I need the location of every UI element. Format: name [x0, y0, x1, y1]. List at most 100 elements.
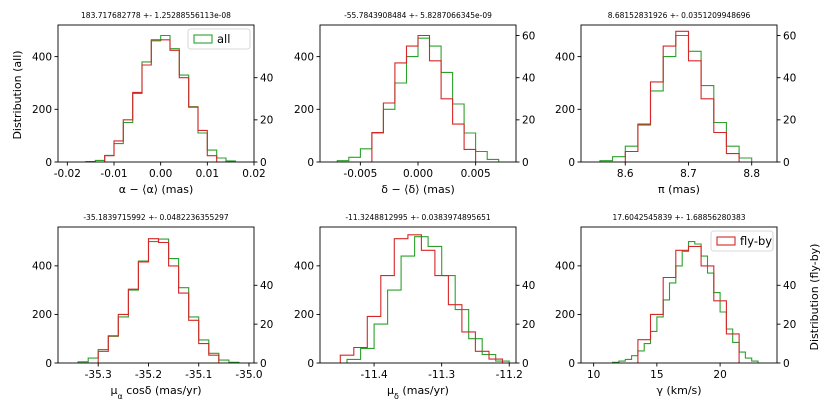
y-right-tick-label: 40	[783, 72, 796, 84]
x-tick-label: -35.2	[135, 369, 162, 381]
panel-title: 17.6042545839 +- 1.68856280383	[612, 213, 745, 222]
y-right-tick-label: 0	[522, 157, 529, 169]
y-right-tick-label: 60	[783, 30, 796, 42]
x-tick-label: -11.4	[360, 369, 387, 381]
y-left-tick-label: 0	[568, 157, 575, 169]
histogram-flyby-series	[637, 245, 740, 363]
axes-frame	[57, 226, 255, 364]
y-left-tick-label: 200	[294, 104, 314, 116]
y-left-tick-label: 400	[32, 51, 52, 63]
histogram-flyby-series	[371, 34, 477, 162]
y-right-tick-label: 20	[522, 115, 535, 127]
y-left-tick-label: 0	[307, 157, 314, 169]
right-y-axis-label: Distribution (fly-by)	[808, 244, 821, 351]
y-left-tick-label: 0	[307, 358, 314, 370]
x-tick-label: 10	[587, 369, 600, 381]
x-tick-label: -0.005	[343, 168, 377, 180]
legend-swatch	[716, 236, 736, 246]
y-right-tick-label: 20	[260, 115, 273, 127]
histogram-all-series	[77, 238, 240, 363]
panel-title: -35.1839715992 +- 0.0482236355297	[83, 213, 229, 222]
y-right-tick-label: 60	[522, 30, 535, 42]
axes-frame	[580, 24, 778, 163]
legend-box	[710, 230, 774, 252]
y-right-tick-label: 40	[522, 72, 535, 84]
x-axis-label: γ (km/s)	[656, 384, 701, 397]
x-tick-label: -11.3	[428, 369, 455, 381]
histogram-all-series	[336, 37, 500, 162]
histogram-flyby-series	[104, 39, 218, 162]
x-tick-label: 8.6	[617, 168, 634, 180]
x-tick-label: 8.7	[680, 168, 697, 180]
legend-box	[187, 28, 251, 50]
y-left-tick-label: 400	[294, 261, 314, 273]
histogram-flyby-series	[339, 234, 504, 363]
x-tick-label: -11.2	[496, 369, 523, 381]
chart-panel-3: 8.6 8.7 8.8 0 200 400 0 20 40 60 8.68152831926 +- …	[555, 11, 796, 196]
right-y-axis-label-group: Distribution (fly-by)	[808, 244, 821, 351]
x-tick-label: -0.01	[100, 168, 127, 180]
y-left-tick-label: 200	[555, 104, 575, 116]
axes-frame	[57, 24, 255, 163]
x-tick-label: -35.0	[235, 369, 262, 381]
y-left-tick-label: 400	[555, 261, 575, 273]
panel-title: 183.717682778 +- 1.25288556113e-08	[81, 11, 231, 20]
y-left-tick-label: 400	[32, 261, 52, 273]
histogram-flyby-series	[624, 30, 740, 162]
y-left-tick-label: 0	[45, 157, 52, 169]
x-tick-label: 0.02	[242, 168, 265, 180]
y-right-tick-label: 0	[522, 358, 529, 370]
x-tick-label: 8.8	[743, 168, 760, 180]
y-right-tick-label: 0	[260, 157, 267, 169]
left-y-axis-label: Distribution (all)	[11, 50, 24, 139]
x-axis-label: π (mas)	[658, 183, 700, 196]
y-left-tick-label: 200	[32, 309, 52, 321]
x-tick-label: -0.02	[54, 168, 81, 180]
y-left-tick-label: 400	[294, 51, 314, 63]
chart-panel-4: -35.3 -35.2 -35.1 -35.0020040002040-35.1839…	[32, 213, 273, 401]
x-tick-label: 0.01	[196, 168, 219, 180]
y-right-tick-label: 0	[783, 358, 790, 370]
axes-frame	[319, 226, 517, 364]
panel-title: 8.68152831926 +- 0.0351209948696	[608, 11, 751, 20]
y-left-tick-label: 0	[568, 358, 575, 370]
left-y-axis-label-group: Distribution (all)	[11, 50, 24, 139]
x-tick-label: 0.005	[461, 168, 491, 180]
y-right-tick-label: 0	[260, 358, 267, 370]
histogram-all-series	[85, 34, 236, 163]
x-tick-label: 20	[713, 369, 726, 381]
y-left-tick-label: 200	[555, 309, 575, 321]
y-right-tick-label: 40	[260, 72, 273, 84]
panel-title: -11.3248812995 +- 0.0383974895651	[345, 213, 491, 222]
x-axis-label: μα cosδ (mas/yr)	[110, 384, 201, 401]
x-axis-label: δ − ⟨δ⟩ (mas)	[381, 183, 455, 196]
y-right-tick-label: 40	[260, 280, 273, 292]
x-tick-label: 0.00	[149, 168, 172, 180]
x-tick-label: -35.3	[85, 369, 112, 381]
y-right-tick-label: 20	[522, 319, 535, 331]
legend-label: all	[217, 32, 230, 46]
y-left-tick-label: 400	[555, 51, 575, 63]
chart-panel-2: -0.005 0.000 0.005 0 200 400 0 20 40 60 -55.784390…	[294, 11, 535, 196]
y-left-tick-label: 200	[294, 309, 314, 321]
chart-panel-5: -11.4 -11.3 -11.2020040002040-11.324881299…	[294, 213, 535, 401]
histogram-all-series	[612, 241, 759, 363]
panel-title: -55.7843908484 +- 5.8287066345e-09	[344, 11, 492, 20]
y-right-tick-label: 40	[783, 280, 796, 292]
histogram-flyby-series	[97, 238, 220, 363]
x-tick-label: -35.1	[185, 369, 212, 381]
y-left-tick-label: 200	[32, 104, 52, 116]
x-axis-label: α − ⟨α⟩ (mas)	[119, 183, 194, 196]
histogram-all-series	[599, 34, 753, 162]
legend-swatch	[193, 34, 213, 44]
histogram-all-series	[346, 236, 510, 363]
y-right-tick-label: 20	[783, 115, 796, 127]
chart-panel-1: -0.02 -0.01 0.00 0.01 0.02020040002040183.71…	[32, 11, 273, 196]
legend-label: fly-by	[740, 234, 772, 248]
x-tick-label: 15	[650, 369, 663, 381]
y-right-tick-label: 40	[522, 280, 535, 292]
x-axis-label: μδ (mas/yr)	[387, 384, 449, 401]
axes-frame	[580, 226, 778, 364]
